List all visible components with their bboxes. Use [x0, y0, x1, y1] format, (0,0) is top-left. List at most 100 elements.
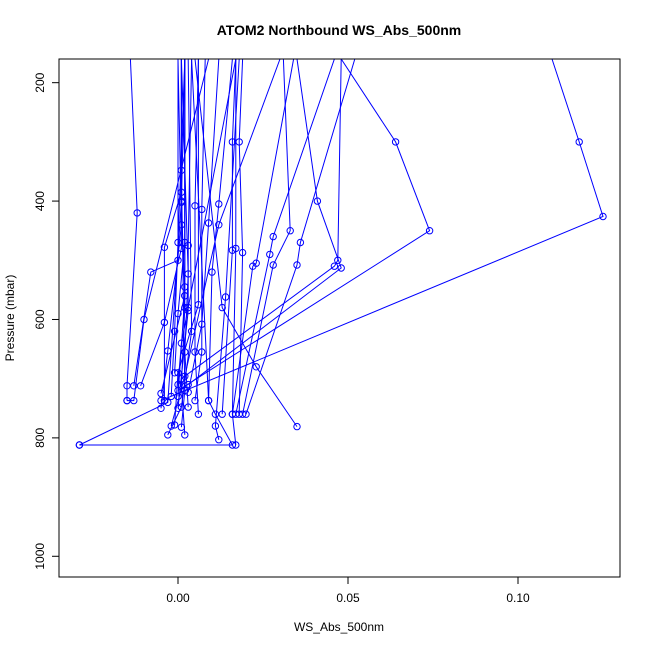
x-tick-label: 0.00	[166, 591, 190, 605]
data-point	[198, 205, 206, 214]
data-point	[252, 363, 260, 371]
data-point	[238, 410, 247, 418]
series-line	[221, 59, 237, 415]
data-point	[75, 441, 84, 449]
y-tick-label: 1000	[33, 543, 47, 570]
data-point	[215, 200, 223, 208]
data-point	[269, 232, 277, 241]
data-point	[136, 382, 145, 390]
data-point	[177, 166, 186, 175]
data-point	[181, 283, 189, 291]
data-point	[133, 209, 141, 217]
series-line	[126, 59, 138, 401]
data-point	[174, 392, 182, 401]
data-point	[184, 403, 192, 411]
data-point	[204, 396, 213, 405]
data-point	[228, 441, 237, 449]
series-line	[180, 59, 186, 428]
data-point	[177, 198, 186, 207]
data-point	[177, 244, 186, 253]
data-point	[160, 318, 169, 327]
data-point	[232, 244, 240, 253]
series-points	[75, 138, 607, 449]
data-point	[184, 241, 192, 250]
data-point	[425, 227, 434, 235]
data-point	[208, 268, 216, 276]
data-point	[181, 348, 189, 356]
data-point	[174, 386, 182, 395]
data-point	[184, 388, 192, 396]
data-point	[184, 270, 192, 278]
series-line	[208, 59, 233, 401]
y-axis-label: Pressure (mbar)	[3, 275, 17, 362]
data-point	[215, 221, 223, 229]
data-point	[177, 188, 186, 196]
series-line	[231, 59, 295, 415]
data-point	[296, 238, 305, 247]
data-point	[174, 404, 182, 412]
series-line	[194, 59, 298, 427]
data-point	[238, 248, 247, 257]
data-point	[575, 138, 583, 146]
data-point	[184, 303, 192, 312]
data-point	[221, 293, 230, 301]
data-point	[218, 303, 226, 312]
chart-title: ATOM2 Northbound WS_Abs_500nm	[217, 22, 462, 38]
data-point	[170, 327, 179, 335]
series-line	[194, 59, 199, 415]
data-point	[170, 369, 179, 377]
data-point	[198, 320, 206, 328]
data-point	[184, 380, 192, 389]
data-point	[599, 212, 607, 221]
data-point	[164, 431, 172, 439]
data-point	[140, 315, 148, 324]
data-point	[167, 422, 175, 430]
data-point	[170, 421, 179, 429]
data-point	[157, 396, 165, 405]
data-point	[174, 369, 182, 377]
x-tick-label: 0.05	[336, 591, 360, 605]
data-point	[181, 303, 189, 312]
data-point	[194, 301, 203, 309]
data-point	[334, 256, 342, 264]
data-point	[181, 292, 189, 300]
data-point	[191, 396, 199, 405]
data-point	[293, 422, 301, 431]
data-point	[286, 227, 294, 235]
series-line	[238, 59, 244, 415]
data-point	[313, 197, 322, 205]
data-point	[187, 327, 196, 335]
data-point	[130, 396, 138, 405]
series-line	[231, 59, 237, 446]
x-tick-label: 0.10	[506, 591, 530, 605]
data-point	[215, 436, 223, 444]
data-point	[330, 262, 339, 270]
plot-area	[75, 59, 607, 449]
data-point	[266, 250, 274, 259]
series-line	[133, 59, 179, 386]
series-line	[160, 59, 604, 402]
data-point	[164, 347, 172, 355]
y-tick-label: 200	[33, 72, 47, 92]
series-line	[177, 59, 237, 385]
data-point	[174, 256, 182, 264]
data-point	[147, 268, 155, 276]
data-point	[177, 221, 186, 229]
axis-ticks: 0.00 0.05 0.10 200 400 600 800 1000	[33, 72, 530, 605]
data-point	[337, 264, 345, 272]
data-point	[174, 309, 182, 318]
data-point	[232, 441, 240, 449]
data-point	[211, 422, 220, 430]
plot-frame	[58, 58, 621, 578]
y-tick-label: 800	[33, 428, 47, 448]
data-point	[177, 375, 186, 383]
data-point	[191, 348, 199, 356]
data-point	[191, 202, 199, 210]
data-point	[252, 259, 260, 267]
y-tick-label: 400	[33, 191, 47, 211]
data-point	[177, 339, 186, 347]
data-point	[235, 138, 243, 146]
data-point	[293, 261, 301, 269]
series-line	[79, 59, 234, 446]
